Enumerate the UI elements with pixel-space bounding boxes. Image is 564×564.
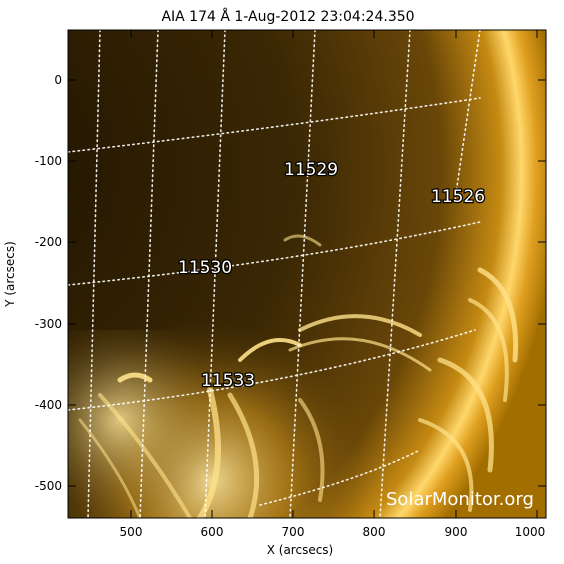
x-tick-label: 900	[445, 525, 468, 539]
y-tick-label: -200	[35, 235, 62, 249]
active-region-label: 11530	[178, 258, 232, 278]
axis-ticks	[68, 30, 546, 518]
y-tick-label: -500	[35, 479, 62, 493]
active-region-label: 11533	[201, 371, 255, 391]
x-tick-label: 700	[282, 525, 305, 539]
solar-image: 11529 11526 11530 11533 SolarMonitor.org	[68, 30, 546, 518]
active-region-glow-west	[68, 330, 248, 518]
x-tick-label: 800	[363, 525, 386, 539]
coronal-loops	[78, 234, 519, 518]
heliographic-grid	[68, 30, 481, 518]
x-tick-label: 1000	[515, 525, 546, 539]
y-tick-label: -100	[35, 154, 62, 168]
x-tick-label: 500	[120, 525, 143, 539]
x-tick-label: 600	[201, 525, 224, 539]
watermark: SolarMonitor.org	[386, 489, 534, 510]
y-axis-label: Y (arcsecs)	[3, 241, 17, 308]
plot-frame	[67, 29, 547, 519]
image-title: AIA 174 Å 1-Aug-2012 23:04:24.350	[161, 8, 414, 25]
y-tick-label: -300	[35, 317, 62, 331]
y-tick-label: -400	[35, 398, 62, 412]
y-tick-label: 0	[54, 73, 62, 87]
active-region-label: 11526	[431, 187, 485, 207]
x-axis-label: X (arcsecs)	[267, 543, 334, 557]
active-region-label: 11529	[284, 160, 338, 180]
